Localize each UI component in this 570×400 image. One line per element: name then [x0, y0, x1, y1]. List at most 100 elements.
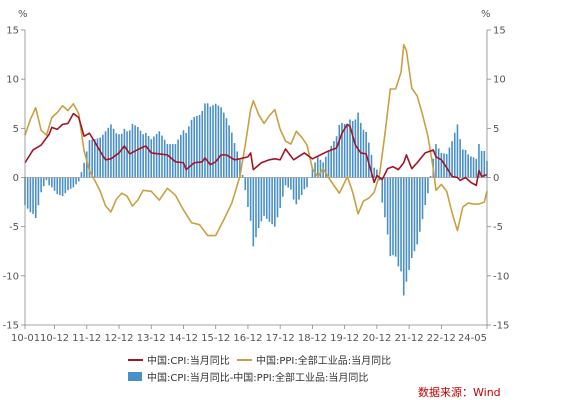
bar-cpi-ppi-gap: [478, 144, 480, 178]
bar-cpi-ppi-gap: [75, 177, 77, 185]
bar-cpi-ppi-gap: [311, 167, 314, 178]
bar-cpi-ppi-gap: [29, 177, 32, 213]
bar-cpi-ppi-gap: [137, 127, 139, 178]
bar-cpi-ppi-gap: [384, 177, 386, 218]
bar-cpi-ppi-gap: [470, 156, 472, 178]
bar-cpi-ppi-gap: [209, 106, 212, 178]
bar-cpi-ppi-gap: [155, 133, 158, 178]
bar-cpi-ppi-gap: [424, 177, 427, 206]
bar-cpi-ppi-gap: [464, 149, 467, 178]
bar-cpi-ppi-gap: [287, 177, 290, 188]
y-tick-label-right: 15: [493, 26, 506, 37]
bar-cpi-ppi-gap: [99, 137, 102, 178]
bar-cpi-ppi-gap: [448, 147, 451, 178]
bar-cpi-ppi-gap: [257, 177, 260, 228]
bar-cpi-ppi-gap: [204, 103, 206, 178]
bar-cpi-ppi-gap: [179, 134, 182, 178]
bar-cpi-ppi-gap: [378, 177, 381, 181]
bar-cpi-ppi-gap: [319, 159, 322, 178]
bar-cpi-ppi-gap: [343, 123, 346, 178]
bar-cpi-ppi-gap: [351, 120, 354, 178]
bar-cpi-ppi-gap: [51, 177, 53, 188]
bar-cpi-ppi-gap: [123, 128, 126, 178]
cpi-series-line: [24, 112, 488, 187]
bar-cpi-ppi-gap: [206, 103, 209, 178]
bar-cpi-ppi-gap: [276, 177, 279, 218]
bar-cpi-ppi-gap: [139, 130, 142, 178]
y-tick-label-right: 5: [493, 124, 499, 135]
y-tick-label-left: 0: [13, 173, 19, 184]
legend-swatch-gap: [128, 372, 142, 381]
bar-cpi-ppi-gap: [456, 124, 459, 178]
bar-cpi-ppi-gap: [480, 150, 483, 178]
bar-cpi-ppi-gap: [241, 174, 244, 178]
bar-cpi-ppi-gap: [467, 154, 469, 178]
bar-cpi-ppi-gap: [445, 153, 448, 178]
bar-cpi-ppi-gap: [231, 132, 233, 178]
x-tick-label: 19-12: [330, 333, 359, 344]
bar-cpi-ppi-gap: [69, 177, 72, 189]
bar-cpi-ppi-gap: [80, 172, 83, 178]
bar-cpi-ppi-gap: [453, 132, 456, 178]
bar-cpi-ppi-gap: [410, 177, 413, 259]
bar-cpi-ppi-gap: [397, 177, 400, 267]
y-tick-label-left: 10: [6, 75, 19, 86]
x-tick-label: 24-05: [458, 333, 487, 344]
bar-cpi-ppi-gap: [316, 157, 319, 178]
bar-cpi-ppi-gap: [32, 177, 34, 214]
bar-cpi-ppi-gap: [37, 177, 40, 206]
bar-cpi-ppi-gap: [225, 118, 228, 178]
bar-cpi-ppi-gap: [83, 162, 85, 178]
bar-cpi-ppi-gap: [292, 177, 295, 200]
bar-cpi-ppi-gap: [131, 123, 134, 178]
bar-cpi-ppi-gap: [346, 125, 349, 178]
bar-cpi-ppi-gap: [171, 144, 174, 178]
bar-cpi-ppi-gap: [282, 177, 284, 197]
bar-cpi-ppi-gap: [327, 150, 330, 178]
bar-cpi-ppi-gap: [40, 177, 42, 193]
bar-cpi-ppi-gap: [222, 112, 225, 178]
bar-cpi-ppi-gap: [295, 177, 298, 205]
bar-cpi-ppi-gap: [405, 177, 408, 282]
data-source-note: 数据来源：Wind: [418, 385, 501, 399]
bar-cpi-ppi-gap: [34, 177, 37, 219]
bar-cpi-ppi-gap: [94, 139, 96, 178]
x-tick-label: 18-12: [298, 333, 327, 344]
bar-cpi-ppi-gap: [126, 131, 128, 178]
bar-cpi-ppi-gap: [263, 177, 265, 216]
bar-cpi-ppi-gap: [188, 126, 190, 178]
bar-cpi-ppi-gap: [472, 157, 475, 178]
bar-cpi-ppi-gap: [419, 177, 421, 232]
bar-cpi-ppi-gap: [56, 177, 59, 195]
y-tick-label-left: 15: [6, 26, 19, 37]
bar-cpi-ppi-gap: [247, 177, 249, 207]
bar-cpi-ppi-gap: [196, 115, 198, 178]
bar-cpi-ppi-gap: [212, 105, 214, 178]
bar-cpi-ppi-gap: [265, 177, 268, 219]
bar-cpi-ppi-gap: [182, 130, 185, 178]
bar-cpi-ppi-gap: [290, 177, 292, 190]
x-tick-label: 21-12: [395, 333, 424, 344]
bar-cpi-ppi-gap: [427, 177, 429, 194]
bar-cpi-ppi-gap: [389, 177, 392, 257]
bar-cpi-ppi-gap: [153, 136, 155, 178]
x-tick-label: 16-12: [233, 333, 262, 344]
bar-cpi-ppi-gap: [142, 134, 144, 178]
x-tick-label: 15-12: [201, 333, 230, 344]
bar-cpi-ppi-gap: [314, 162, 316, 178]
axes-layer: -15 -15 -10 -10 -5 -5 0 0 5 5 10 10 15 15% % 10-01 10-12…: [3, 9, 510, 344]
bar-cpi-ppi-gap: [443, 153, 445, 178]
bar-cpi-ppi-gap: [185, 132, 187, 178]
bar-cpi-ppi-gap: [61, 177, 64, 197]
bar-cpi-ppi-gap: [333, 141, 335, 178]
x-tick-label: 11-12: [72, 333, 101, 344]
bar-cpi-ppi-gap: [214, 103, 217, 178]
bar-cpi-ppi-gap: [145, 132, 147, 178]
bar-cpi-ppi-gap: [147, 136, 150, 178]
x-tick-label: 20-12: [362, 333, 391, 344]
bar-cpi-ppi-gap: [85, 151, 88, 178]
bar-cpi-ppi-gap: [386, 177, 389, 235]
bar-cpi-ppi-gap: [370, 154, 373, 178]
bar-cpi-ppi-gap: [255, 177, 257, 238]
